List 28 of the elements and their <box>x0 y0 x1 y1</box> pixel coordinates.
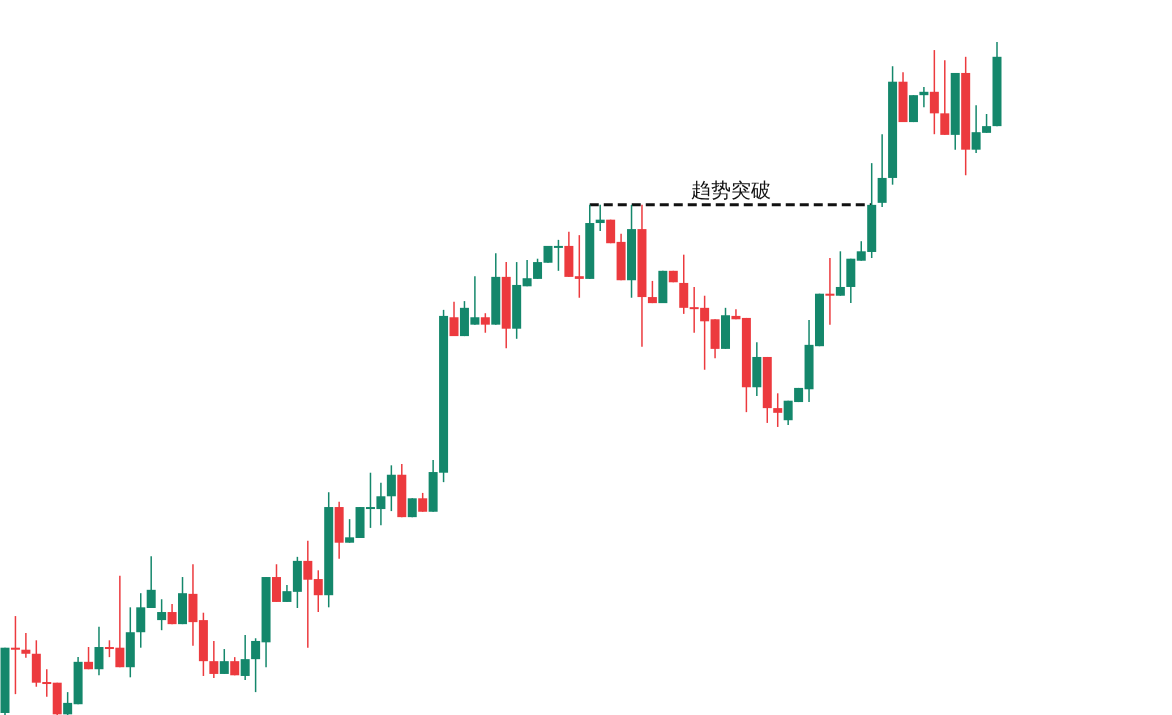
candlestick <box>251 637 261 693</box>
candlestick <box>345 518 355 544</box>
candlestick <box>313 569 323 613</box>
candlestick <box>418 492 428 513</box>
candlestick <box>240 634 250 681</box>
candlestick <box>209 640 219 679</box>
candlestick <box>919 86 929 109</box>
candlestick <box>929 49 939 135</box>
candlestick <box>94 626 104 677</box>
candlestick <box>146 555 156 609</box>
candlestick <box>449 301 459 337</box>
candlestick <box>21 632 31 659</box>
candlestick <box>386 464 396 512</box>
candlestick <box>731 308 741 321</box>
candlestick <box>940 59 950 136</box>
candlestick <box>773 392 783 428</box>
candlestick <box>480 312 490 334</box>
candlestick <box>157 598 167 631</box>
candlestick <box>835 250 845 297</box>
candlestick <box>63 691 73 715</box>
annotation: 趋势突破 <box>690 177 771 202</box>
candlestick <box>553 239 563 272</box>
candlestick <box>10 615 20 695</box>
candlestick <box>574 234 584 299</box>
candlestick <box>595 204 605 232</box>
candlestick <box>825 257 835 326</box>
candlestick <box>219 648 229 675</box>
candlestick <box>303 539 313 649</box>
